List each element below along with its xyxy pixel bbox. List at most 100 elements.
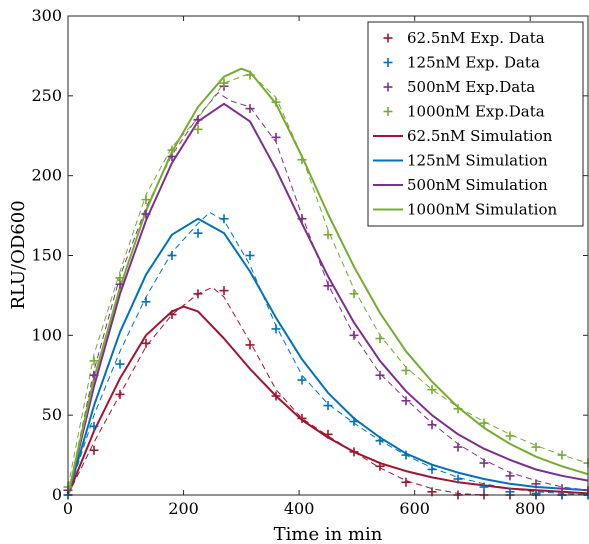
data-point — [453, 474, 463, 484]
legend-label: 1000nM Simulation — [407, 201, 558, 219]
legend-marker — [383, 107, 393, 116]
y-axis-title: RLU/OD600 — [8, 200, 29, 309]
x-tick-label: 600 — [399, 499, 430, 518]
data-point — [505, 471, 515, 481]
data-point — [479, 458, 489, 468]
data-point — [349, 330, 359, 340]
data-point — [271, 97, 281, 107]
y-tick-label: 50 — [42, 405, 62, 424]
data-point — [375, 370, 385, 380]
data-point — [401, 450, 411, 460]
legend-entry: 500nM Simulation — [373, 176, 548, 194]
data-point — [453, 442, 463, 452]
legend-marker — [383, 82, 393, 92]
data-point — [531, 488, 541, 498]
data-point — [115, 389, 125, 399]
legend-entry: 125nM Exp. Data — [383, 54, 540, 72]
data-point — [219, 214, 229, 224]
simulation-line — [67, 217, 589, 496]
data-point — [245, 251, 255, 260]
legend-entry: 62.5nM Exp. Data — [383, 29, 545, 47]
data-point — [141, 338, 151, 348]
x-tick-label: 800 — [515, 499, 546, 518]
data-point — [219, 286, 229, 296]
data-point — [89, 370, 99, 380]
data-point — [427, 464, 437, 474]
legend-entry: 62.5nM Simulation — [373, 127, 553, 145]
data-point — [401, 396, 411, 406]
legend: 62.5nM Exp. Data 125nM Exp. Data 500nM Exp… — [367, 21, 584, 227]
legend-entry: 125nM Simulation — [373, 152, 548, 170]
legend-label: 62.5nM Simulation — [407, 127, 553, 145]
data-point — [479, 418, 489, 428]
data-point — [271, 391, 281, 401]
data-point — [141, 297, 151, 307]
legend-entry: 1000nM Exp.Data — [383, 103, 545, 121]
simulation-line — [67, 305, 589, 496]
legend-label: 500nM Exp.Data — [407, 78, 535, 96]
data-point — [349, 417, 359, 427]
data-point — [193, 289, 203, 299]
x-tick-label: 400 — [284, 499, 315, 518]
data-point — [245, 70, 255, 80]
data-point — [167, 310, 177, 320]
legend-label: 62.5nM Exp. Data — [407, 29, 545, 47]
legend-box — [367, 21, 584, 227]
axis-ticks: 0 200 400 600 800 0 50 100 150 200 250 300 — [31, 6, 588, 518]
data-point — [141, 209, 151, 219]
data-point — [349, 289, 359, 299]
data-point — [401, 477, 411, 487]
legend-entry: 1000nM Simulation — [373, 201, 558, 219]
data-point — [557, 450, 567, 460]
fit-dashed-line — [67, 73, 589, 488]
data-point — [193, 115, 203, 125]
data-point — [271, 324, 281, 334]
simulation-line — [67, 67, 589, 496]
data-point — [297, 155, 307, 165]
legend-label: 125nM Simulation — [407, 152, 548, 170]
data-point — [167, 145, 177, 155]
legend-marker — [383, 33, 393, 43]
data-point — [89, 421, 99, 431]
data-point — [375, 436, 385, 446]
data-point — [297, 214, 307, 224]
data-point — [427, 385, 437, 395]
legend-marker — [383, 58, 393, 67]
data-point — [193, 124, 203, 134]
x-tick-label: 200 — [168, 499, 199, 518]
data-point — [349, 447, 359, 457]
y-tick-label: 100 — [31, 325, 62, 344]
x-axis-title: Time in min — [274, 524, 383, 544]
data-point — [323, 281, 333, 291]
data-point — [89, 356, 99, 366]
data-point — [245, 104, 255, 114]
legend-label: 500nM Simulation — [407, 176, 548, 194]
data-point — [531, 442, 541, 452]
data-point — [219, 78, 229, 88]
data-point — [245, 340, 255, 350]
data-point — [323, 401, 333, 411]
data-point — [531, 479, 541, 489]
data-point — [557, 484, 567, 494]
legend-label: 1000nM Exp.Data — [407, 103, 545, 121]
data-point — [401, 365, 411, 375]
data-point — [141, 195, 151, 205]
data-point — [375, 461, 385, 471]
data-point — [297, 413, 307, 423]
y-tick-label: 250 — [31, 86, 62, 105]
y-tick-label: 0 — [52, 485, 62, 504]
fit-dashed-line — [67, 211, 589, 496]
data-point — [193, 228, 203, 238]
legend-entry: 500nM Exp.Data — [383, 78, 535, 96]
data-point — [323, 429, 333, 439]
data-point — [505, 431, 515, 441]
y-tick-label: 200 — [31, 166, 62, 185]
legend-label: 125nM Exp. Data — [407, 54, 540, 72]
data-point — [297, 375, 307, 385]
y-tick-label: 150 — [31, 246, 62, 265]
data-point — [89, 445, 99, 455]
data-point — [115, 273, 125, 283]
data-point — [323, 230, 333, 240]
data-point — [453, 404, 463, 414]
data-point — [167, 251, 177, 260]
